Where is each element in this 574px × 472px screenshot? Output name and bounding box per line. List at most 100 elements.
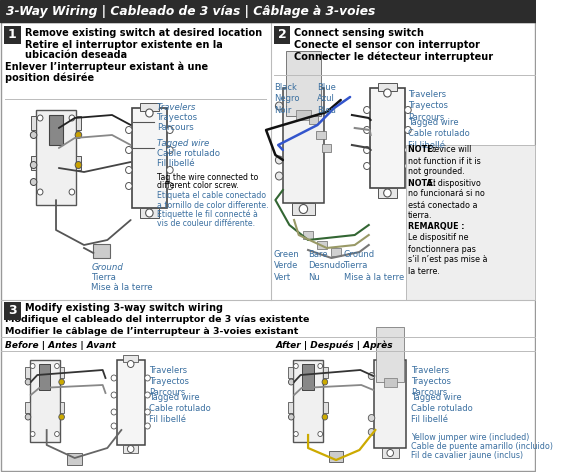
Circle shape [166,183,173,189]
Text: Ground
Tierra
Mise à la terre: Ground Tierra Mise à la terre [344,250,404,282]
Bar [293,360,323,442]
Text: not grounded.: not grounded. [408,168,465,177]
Circle shape [111,375,117,381]
Bar [76,156,81,170]
Text: Conecte el sensor con interruptor: Conecte el sensor con interruptor [294,40,480,50]
Bar [0,0,536,22]
Circle shape [126,167,132,174]
Text: Travelers
Trayectos
Parcours: Travelers Trayectos Parcours [149,366,189,397]
Text: s’il n’est pas mise à: s’il n’est pas mise à [408,255,487,264]
Text: Parcours: Parcours [157,124,193,133]
Circle shape [75,132,82,138]
Text: Fil libellé: Fil libellé [157,159,195,168]
Bar [76,116,81,130]
Text: Tagged wire
Cable rotulado
Fil libellé: Tagged wire Cable rotulado Fil libellé [408,118,470,150]
Text: different color screw.: different color screw. [157,182,239,191]
Circle shape [126,126,132,134]
Text: Cable de puente amarillo (incluido): Cable de puente amarillo (incluido) [411,442,553,451]
Circle shape [289,379,294,385]
Circle shape [363,107,370,113]
Circle shape [383,89,391,97]
Circle shape [318,363,323,369]
Bar [36,110,76,205]
Text: Black
Negro
Noir: Black Negro Noir [274,83,300,115]
Text: Tierra: Tierra [91,273,117,283]
Text: Travelers
Trayectos
Parcours: Travelers Trayectos Parcours [408,90,448,122]
Bar [25,402,30,413]
Text: Fil de cavalier jaune (inclus): Fil de cavalier jaune (inclus) [411,451,523,460]
Circle shape [299,89,308,98]
Circle shape [293,431,298,437]
Circle shape [318,431,323,437]
Bar [296,110,311,120]
Bar [323,367,328,378]
Text: Modifier le câblage de l’interrupteur à 3-voies existant: Modifier le câblage de l’interrupteur à … [5,327,298,336]
Bar [370,88,405,188]
Bar [123,355,138,362]
Bar [39,364,51,390]
Circle shape [145,423,150,429]
Text: not function if it is: not function if it is [408,157,480,166]
Bar [382,355,398,363]
Circle shape [322,379,328,385]
Text: 3: 3 [8,304,17,318]
Circle shape [405,107,411,113]
Circle shape [289,414,294,420]
Bar [140,103,158,111]
Text: 3-Way Wiring | Cableado de 3 vías | Câblage à 3-voies: 3-Way Wiring | Cableado de 3 vías | Câbl… [6,5,375,17]
Text: Ground: Ground [91,263,123,272]
Circle shape [25,414,31,420]
Circle shape [146,209,153,217]
Text: está conectado a: está conectado a [408,201,478,210]
Circle shape [369,372,375,379]
Circle shape [166,146,173,153]
Bar [323,402,328,413]
Circle shape [30,363,35,369]
Bar [289,402,293,413]
Circle shape [405,162,411,169]
Text: NOTE:: NOTE: [408,145,439,154]
Text: Retire el interruptor existente en la: Retire el interruptor existente en la [25,40,223,50]
Bar [376,327,404,382]
Text: Blue
Azul
Bleu: Blue Azul Bleu [317,83,336,115]
Text: fonctionnera pas: fonctionnera pas [408,244,476,253]
Bar [317,241,327,249]
Circle shape [111,423,117,429]
Text: Before | Antes | Avant: Before | Antes | Avant [5,340,115,349]
Bar [140,208,158,218]
Circle shape [30,178,37,185]
Text: Green
Verde
Vert: Green Verde Vert [274,250,299,282]
Bar [60,402,64,413]
Bar [123,445,138,453]
Circle shape [127,446,134,453]
Bar [25,367,30,378]
Circle shape [111,409,117,415]
Text: Connecter le détecteur interrupteur: Connecter le détecteur interrupteur [294,52,493,62]
Circle shape [37,189,43,195]
Bar [378,83,397,91]
Bar [292,203,315,215]
Circle shape [30,431,35,437]
Circle shape [59,379,64,385]
Bar [378,188,397,198]
Circle shape [145,392,150,398]
Bar [60,367,64,378]
Bar [382,448,398,458]
Circle shape [363,146,370,153]
Bar [274,26,290,44]
Bar [283,88,324,203]
Bar [4,26,21,44]
Text: Tagged wire
Cable rotulado
Fil libellé: Tagged wire Cable rotulado Fil libellé [411,393,472,424]
Circle shape [276,156,283,164]
Text: Yellow jumper wire (included): Yellow jumper wire (included) [411,433,529,442]
Circle shape [293,363,298,369]
Circle shape [25,379,31,385]
Bar [286,51,321,116]
Circle shape [145,375,150,381]
Text: Connect sensing switch: Connect sensing switch [294,28,424,38]
Circle shape [126,183,132,189]
Bar [31,116,36,130]
Text: Le dispositif ne: Le dispositif ne [408,234,468,243]
Circle shape [322,414,328,420]
Circle shape [146,109,153,117]
